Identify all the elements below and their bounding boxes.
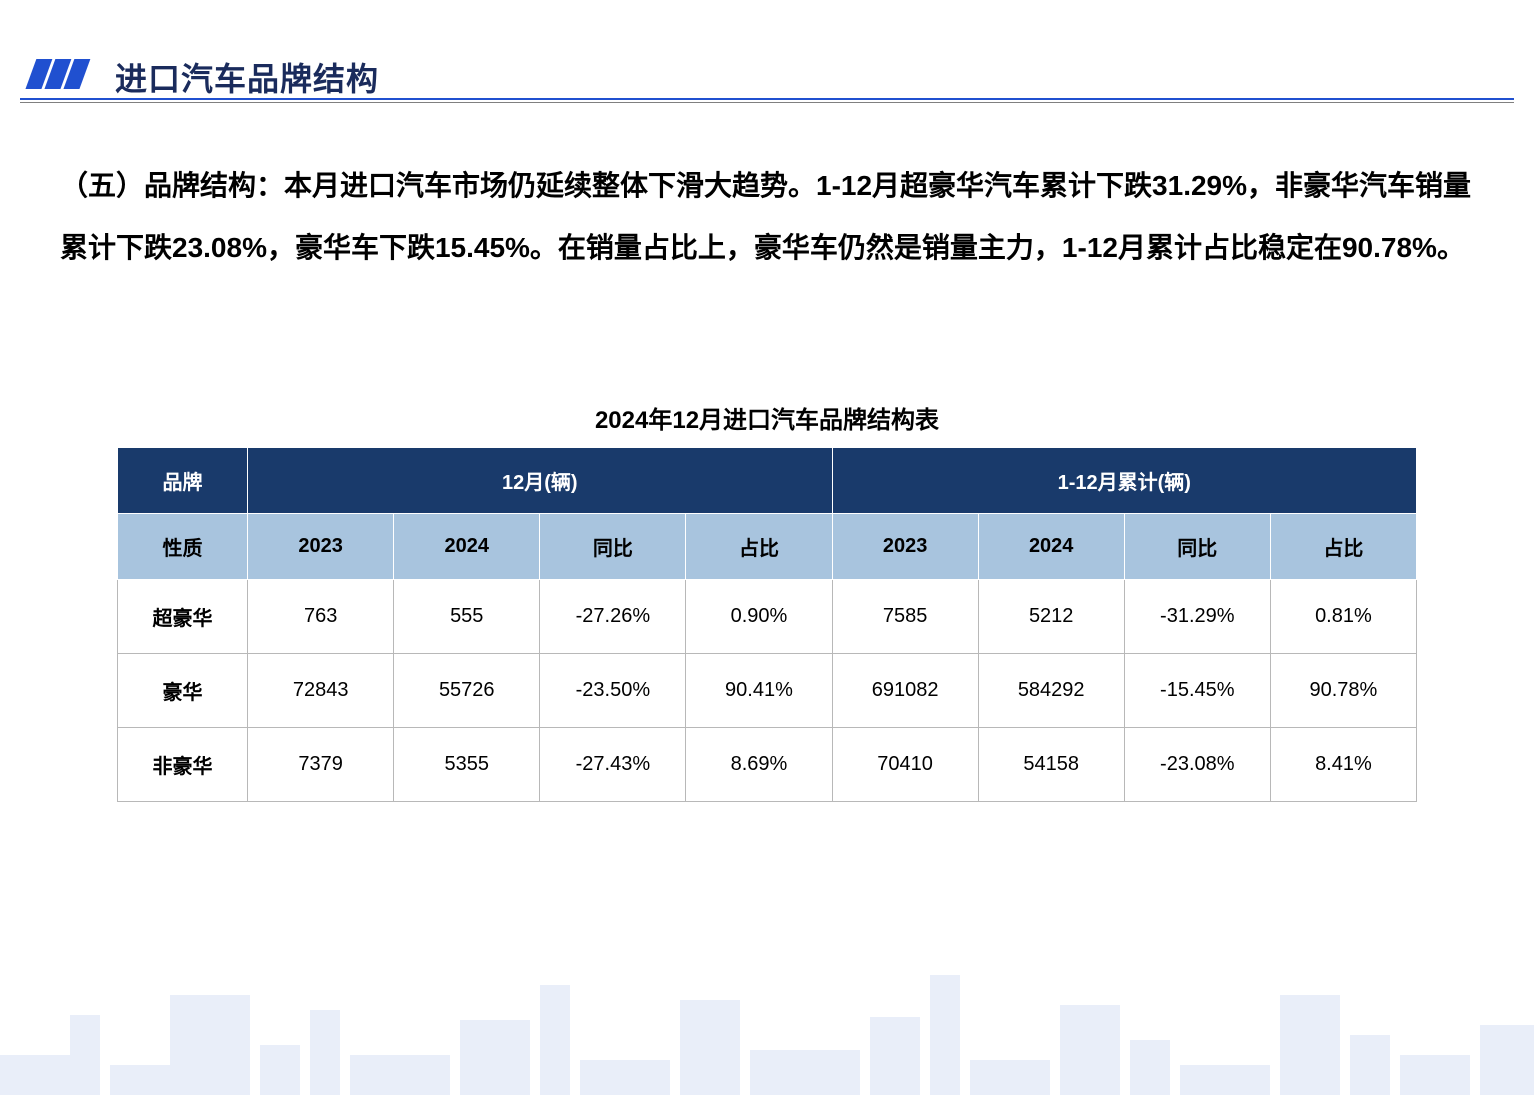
cell: 55726 xyxy=(394,654,540,728)
cell: 7379 xyxy=(248,728,394,802)
cell: 72843 xyxy=(248,654,394,728)
cell: -23.08% xyxy=(1124,728,1270,802)
cell: 70410 xyxy=(832,728,978,802)
col-yshare: 占比 xyxy=(1270,514,1416,580)
table-row: 非豪华 7379 5355 -27.43% 8.69% 70410 54158 … xyxy=(118,728,1417,802)
cell: 0.81% xyxy=(1270,580,1416,654)
col-m2023: 2023 xyxy=(248,514,394,580)
brand-structure-table-block: 2024年12月进口汽车品牌结构表 品牌 12月(辆) 1-12月累计(辆) 性… xyxy=(0,400,1534,802)
cell: 0.90% xyxy=(686,580,832,654)
cell: -31.29% xyxy=(1124,580,1270,654)
table-title: 2024年12月进口汽车品牌结构表 xyxy=(595,400,939,435)
table-header-row-2: 性质 2023 2024 同比 占比 2023 2024 同比 占比 xyxy=(118,514,1417,580)
summary-paragraph: （五）品牌结构：本月进口汽车市场仍延续整体下滑大趋势。1-12月超豪华汽车累计下… xyxy=(60,155,1474,278)
cell: -23.50% xyxy=(540,654,686,728)
cell: 555 xyxy=(394,580,540,654)
cell: 90.41% xyxy=(686,654,832,728)
page-title: 进口汽车品牌结构 xyxy=(115,54,379,100)
table-row: 豪华 72843 55726 -23.50% 90.41% 691082 584… xyxy=(118,654,1417,728)
col-y2024: 2024 xyxy=(978,514,1124,580)
table-row: 超豪华 763 555 -27.26% 0.90% 7585 5212 -31.… xyxy=(118,580,1417,654)
page-header: 进口汽车品牌结构 xyxy=(20,55,1514,100)
cell: -27.26% xyxy=(540,580,686,654)
col-y2023: 2023 xyxy=(832,514,978,580)
cell: 8.41% xyxy=(1270,728,1416,802)
cell: -27.43% xyxy=(540,728,686,802)
cell: 5212 xyxy=(978,580,1124,654)
col-ytd-header: 1-12月累计(辆) xyxy=(832,448,1416,514)
col-yyoy: 同比 xyxy=(1124,514,1270,580)
col-brand-header: 品牌 xyxy=(118,448,248,514)
cell: 90.78% xyxy=(1270,654,1416,728)
cell: -15.45% xyxy=(1124,654,1270,728)
cell: 8.69% xyxy=(686,728,832,802)
col-month-header: 12月(辆) xyxy=(248,448,832,514)
row-label: 非豪华 xyxy=(118,728,248,802)
col-myoy: 同比 xyxy=(540,514,686,580)
cell: 54158 xyxy=(978,728,1124,802)
col-type: 性质 xyxy=(118,514,248,580)
table-header-row-1: 品牌 12月(辆) 1-12月累计(辆) xyxy=(118,448,1417,514)
cell: 5355 xyxy=(394,728,540,802)
col-m2024: 2024 xyxy=(394,514,540,580)
row-label: 豪华 xyxy=(118,654,248,728)
stripe-icon xyxy=(24,59,94,94)
footer-skyline xyxy=(0,965,1534,1095)
cell: 7585 xyxy=(832,580,978,654)
cell: 691082 xyxy=(832,654,978,728)
cell: 763 xyxy=(248,580,394,654)
row-label: 超豪华 xyxy=(118,580,248,654)
brand-structure-table: 品牌 12月(辆) 1-12月累计(辆) 性质 2023 2024 同比 占比 … xyxy=(117,447,1417,802)
cell: 584292 xyxy=(978,654,1124,728)
col-mshare: 占比 xyxy=(686,514,832,580)
